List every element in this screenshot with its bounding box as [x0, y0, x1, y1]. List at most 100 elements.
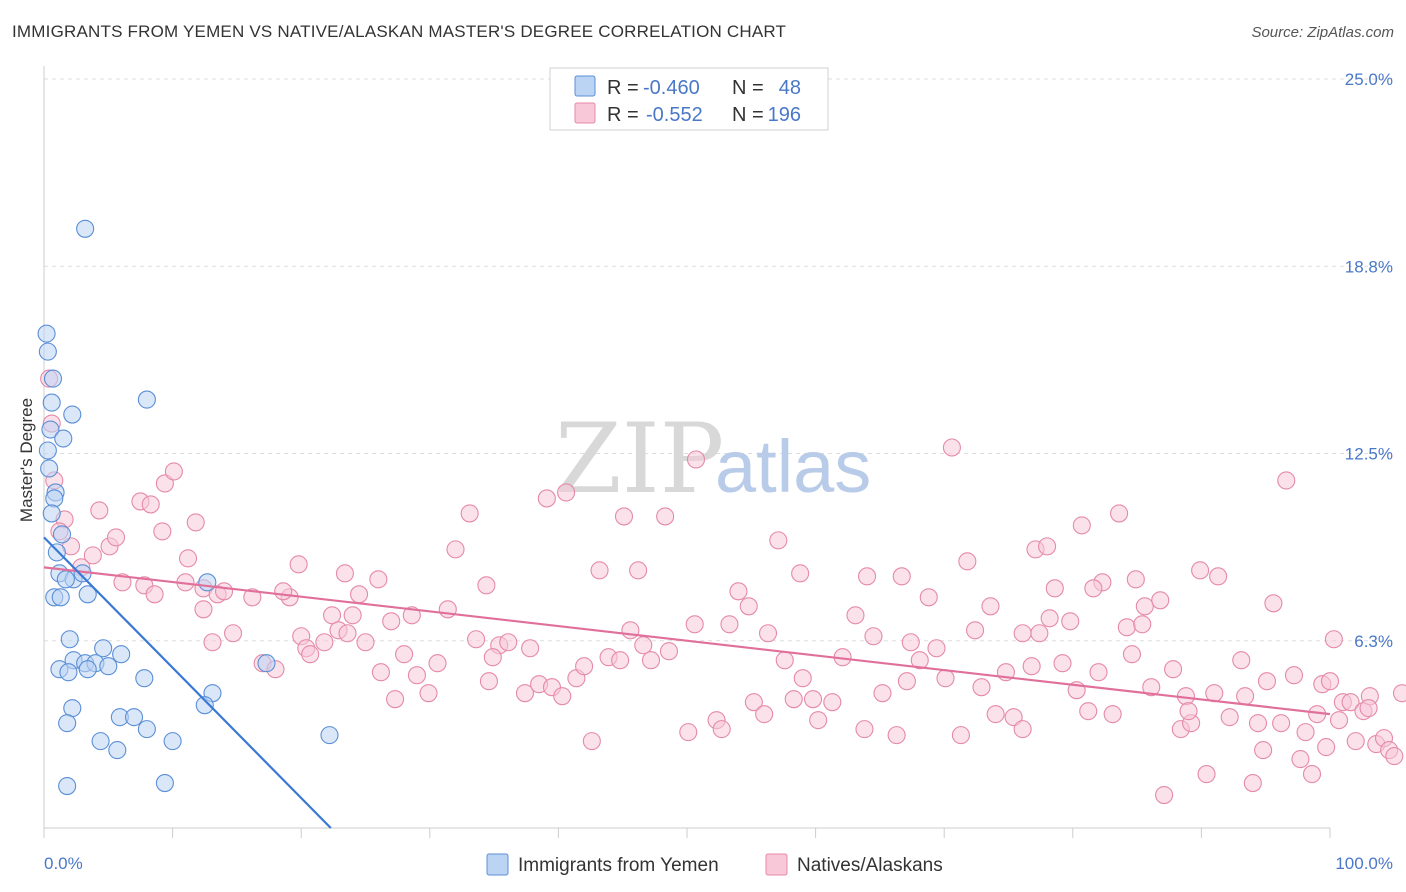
legend-yemen-n-label: N = [732, 77, 764, 99]
native-point-19 [178, 549, 198, 568]
native-point-35 [315, 633, 334, 652]
native-point-17 [145, 585, 164, 604]
x-tick-label-min: 0.0% [44, 854, 83, 873]
bottom-legend-yemen-swatch [486, 853, 509, 876]
yemen-point-44 [91, 732, 110, 751]
yemen-point-5 [137, 390, 156, 409]
native-point-177 [621, 621, 640, 640]
native-point-134 [1151, 591, 1170, 610]
native-point-101 [897, 672, 916, 691]
native-point-106 [942, 438, 961, 457]
yemen-point-13 [42, 504, 61, 523]
native-point-88 [775, 651, 794, 670]
native-point-49 [419, 684, 438, 703]
native-point-190 [1359, 699, 1378, 718]
native-point-161 [1324, 630, 1343, 649]
native-point-175 [338, 624, 357, 643]
native-point-100 [892, 567, 911, 586]
yemen-point-4 [42, 393, 61, 412]
native-point-150 [1264, 594, 1283, 613]
yemen-point-30 [99, 657, 118, 676]
native-point-131 [1133, 615, 1152, 634]
yemen-point-9 [38, 441, 57, 460]
legend-yemen-r-value: -0.460 [643, 77, 700, 99]
yemen-point-2 [38, 342, 57, 361]
native-point-32 [289, 555, 308, 574]
native-point-128 [1110, 504, 1129, 523]
native-point-103 [910, 651, 929, 670]
yemen-point-43 [320, 726, 339, 745]
yemen-point-26 [112, 645, 131, 664]
native-point-136 [1164, 660, 1183, 679]
native-point-132 [1135, 597, 1154, 616]
native-point-46 [395, 645, 414, 664]
native-point-97 [864, 627, 883, 646]
top-legend: R = -0.460 N = 48 R = -0.552 N = 196 [549, 67, 829, 131]
native-point-26 [203, 633, 222, 652]
yemen-point-34 [257, 654, 276, 673]
native-point-42 [369, 570, 388, 589]
yemen-point-25 [94, 639, 113, 658]
native-point-8 [90, 501, 109, 520]
native-point-176 [483, 648, 502, 667]
native-point-15 [153, 522, 172, 541]
native-point-44 [382, 612, 401, 631]
native-point-165 [1346, 732, 1365, 751]
native-point-172 [1392, 684, 1406, 703]
native-point-93 [823, 693, 842, 712]
native-point-189 [1257, 672, 1277, 691]
native-point-11 [113, 573, 132, 592]
native-point-107 [951, 726, 970, 745]
native-point-36 [323, 606, 342, 625]
yemen-point-20 [198, 573, 217, 592]
native-trend-line [43, 566, 1331, 716]
yemen-point-35 [135, 669, 154, 688]
yemen-point-41 [58, 714, 77, 733]
native-point-56 [477, 576, 496, 595]
yemen-points [37, 219, 339, 796]
native-point-75 [656, 507, 675, 526]
native-point-123 [1072, 516, 1091, 535]
yemen-point-23 [78, 585, 97, 604]
native-point-92 [809, 711, 828, 730]
yemen-point-7 [41, 420, 60, 439]
native-point-52 [446, 540, 465, 559]
native-point-24 [214, 582, 234, 601]
native-point-54 [467, 630, 486, 649]
native-point-39 [343, 606, 362, 625]
y-tick-label-2: 18.8% [1345, 257, 1393, 276]
legend-native-swatch [574, 102, 596, 124]
yemen-point-33 [78, 660, 97, 679]
native-point-7 [83, 546, 102, 565]
native-point-125 [1089, 663, 1108, 682]
native-point-111 [981, 597, 1000, 616]
native-point-99 [887, 726, 906, 745]
yemen-trend-line [43, 536, 332, 829]
native-point-186 [1084, 579, 1103, 598]
yemen-point-14 [52, 525, 72, 544]
native-point-96 [855, 720, 874, 739]
native-point-174 [301, 645, 320, 664]
native-point-115 [1013, 624, 1032, 643]
legend-native-n-value: 196 [768, 104, 801, 126]
native-point-178 [629, 561, 648, 580]
native-point-78 [686, 450, 706, 469]
trend-lines [43, 536, 1331, 829]
native-point-82 [729, 582, 748, 601]
native-point-59 [515, 684, 535, 703]
native-point-108 [958, 552, 977, 571]
native-point-16 [155, 474, 174, 493]
native-point-76 [659, 642, 679, 661]
legend-native-n-label: N = [732, 104, 764, 126]
yemen-point-45 [163, 732, 182, 751]
native-point-105 [936, 669, 955, 688]
chart-source: Source: ZipAtlas.com [1251, 24, 1394, 41]
legend-yemen-swatch [574, 75, 596, 97]
native-point-65 [557, 483, 576, 502]
native-point-50 [428, 654, 447, 673]
native-point-127 [1103, 705, 1122, 724]
native-point-104 [927, 639, 946, 658]
native-point-69 [590, 561, 609, 580]
native-point-20 [186, 513, 205, 532]
